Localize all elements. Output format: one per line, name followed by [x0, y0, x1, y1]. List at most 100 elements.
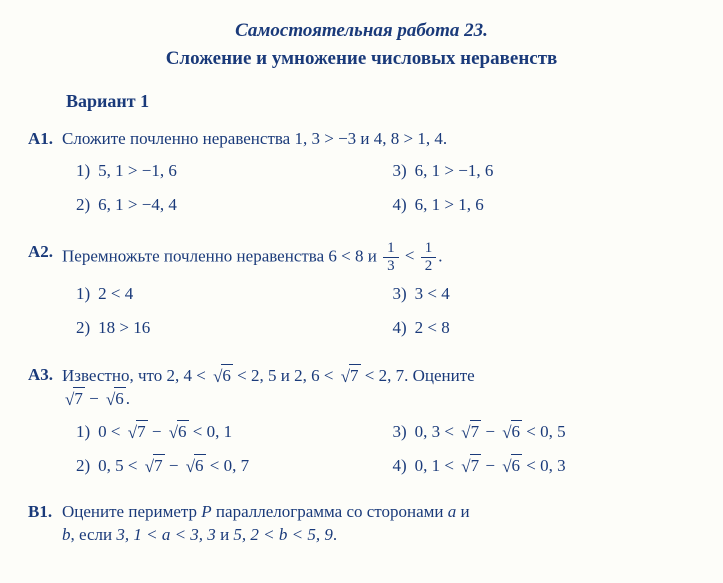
sqrt-icon: 6 [210, 364, 233, 388]
task-a1-option-3: 3)6, 1 > −1, 6 [379, 159, 696, 185]
task-a2-options: 1) 2 < 4 3) 3 < 4 2)18 > 16 4)2 < 8 [62, 282, 695, 350]
task-a3-option-4: 4) 0, 1 < 7 − 6 < 0, 3 [379, 453, 696, 479]
variant-heading: Вариант 1 [66, 89, 695, 113]
task-a1-label: A1. [28, 128, 62, 151]
text: и [456, 502, 469, 521]
task-a2: A2. Перемножьте почленно неравенства 6 <… [28, 241, 695, 350]
task-a2-option-4: 4)2 < 8 [379, 316, 696, 342]
num: < 0, 5 [522, 422, 566, 441]
option-text: 2 < 4 [98, 283, 133, 306]
task-a2-and: и [363, 246, 381, 265]
task-a1: A1. Сложите почленно неравенства 1, 3 > … [28, 128, 695, 227]
var-a: a [448, 502, 457, 521]
radicand: 7 [470, 420, 482, 444]
sqrt-icon: 6 [183, 454, 206, 478]
task-a3-pre: Известно, что [62, 366, 166, 385]
option-number: 4) [393, 317, 407, 340]
text: Оцените периметр [62, 502, 201, 521]
text: , если [71, 525, 117, 544]
task-a3-option-2: 2) 0, 5 < 7 − 6 < 0, 7 [62, 453, 379, 479]
task-a2-text: Перемножьте почленно неравенства 6 < 8 и… [62, 241, 695, 274]
option-number: 4) [393, 194, 407, 217]
minus: − [165, 456, 183, 475]
task-a3-option-1: 1) 0 < 7 − 6 < 0, 1 [62, 419, 379, 445]
sqrt-icon: 7 [142, 454, 165, 478]
num: 0, 3 < [415, 422, 459, 441]
option-number: 1) [76, 283, 90, 306]
radicand: 6 [511, 420, 523, 444]
option-number: 1) [76, 160, 90, 183]
sqrt-icon: 7 [125, 420, 148, 444]
less-than: < [401, 246, 419, 265]
minus: − [481, 456, 499, 475]
and: и [216, 525, 234, 544]
option-number: 2) [76, 455, 90, 478]
task-a1-expr2: 4, 8 > 1, 4 [374, 129, 443, 148]
var-P: P [201, 502, 211, 521]
sqrt-icon: 6 [103, 387, 126, 411]
radicand: 7 [73, 387, 85, 411]
radicand: 7 [136, 420, 148, 444]
radicand: 6 [511, 454, 523, 478]
sqrt-icon: 7 [458, 454, 481, 478]
task-a1-prompt: Сложите почленно неравенства [62, 129, 294, 148]
option-text: 18 > 16 [98, 317, 150, 340]
num: 0, 5 < [98, 456, 142, 475]
dot: . [126, 389, 130, 408]
task-a3-text: Известно, что 2, 4 < 6 < 2, 5 и 2, 6 < 7… [62, 364, 695, 412]
task-b1-text: Оцените периметр P параллелограмма со ст… [62, 501, 695, 547]
task-a3-interval1: 2, 4 < 6 < 2, 5 [166, 366, 276, 385]
task-a2-prompt: Перемножьте почленно неравенства [62, 246, 328, 265]
option-number: 2) [76, 194, 90, 217]
task-a3-post: . Оцените [404, 366, 475, 385]
radicand: 7 [153, 454, 165, 478]
option-number: 3) [393, 421, 407, 444]
num: < 2, 5 [233, 366, 277, 385]
task-b1-label: B1. [28, 501, 62, 524]
var-b: b [62, 525, 71, 544]
option-number: 3) [393, 283, 407, 306]
fraction-numerator: 1 [421, 241, 437, 258]
sqrt-icon: 6 [166, 420, 189, 444]
sqrt-icon: 7 [458, 420, 481, 444]
radicand: 7 [349, 364, 361, 388]
task-a1-and: и [356, 129, 374, 148]
minus: − [481, 422, 499, 441]
num: 2, 4 < [166, 366, 210, 385]
option-text: 0, 5 < 7 − 6 < 0, 7 [98, 454, 249, 478]
fraction: 13 [383, 241, 399, 274]
task-a2-label: A2. [28, 241, 62, 264]
cond1: 3, 1 < a < 3, 3 [116, 525, 215, 544]
option-text: 0, 1 < 7 − 6 < 0, 3 [415, 454, 566, 478]
expr: 3, 1 < a < 3, 3 [116, 525, 215, 544]
task-a3: A3. Известно, что 2, 4 < 6 < 2, 5 и 2, 6… [28, 364, 695, 488]
task-a1-option-2: 2)6, 1 > −4, 4 [62, 193, 379, 219]
radicand: 6 [194, 454, 206, 478]
num: 0, 1 < [415, 456, 459, 475]
task-a1-options: 1) 5, 1 > −1, 6 3)6, 1 > −1, 6 2)6, 1 > −… [62, 159, 695, 227]
sqrt-icon: 7 [62, 387, 85, 411]
text: параллелограмма со сторонами [212, 502, 448, 521]
task-a2-expr1: 6 < 8 [328, 246, 363, 265]
fraction-denominator: 2 [421, 258, 437, 274]
task-a2-option-2: 2)18 > 16 [62, 316, 379, 342]
task-a3-target-expr: 7 − 6. [62, 389, 130, 408]
num: < 0, 3 [522, 456, 566, 475]
num: 0 < [98, 422, 125, 441]
task-a1-text: Сложите почленно неравенства 1, 3 > −3 и… [62, 128, 695, 151]
fraction-denominator: 3 [383, 258, 399, 274]
sqrt-icon: 6 [499, 454, 522, 478]
option-text: 3 < 4 [415, 283, 450, 306]
option-number: 1) [76, 421, 90, 444]
option-text: 0, 3 < 7 − 6 < 0, 5 [415, 420, 566, 444]
option-text: 5, 1 > −1, 6 [98, 160, 177, 183]
option-number: 4) [393, 455, 407, 478]
radicand: 6 [177, 420, 189, 444]
task-a1-dot: . [443, 129, 447, 148]
option-text: 6, 1 > 1, 6 [415, 194, 484, 217]
num: < 0, 7 [206, 456, 250, 475]
fraction: 12 [421, 241, 437, 274]
num: < 0, 1 [189, 422, 233, 441]
task-a1-option-1: 1) 5, 1 > −1, 6 [62, 159, 379, 185]
option-text: 0 < 7 − 6 < 0, 1 [98, 420, 232, 444]
